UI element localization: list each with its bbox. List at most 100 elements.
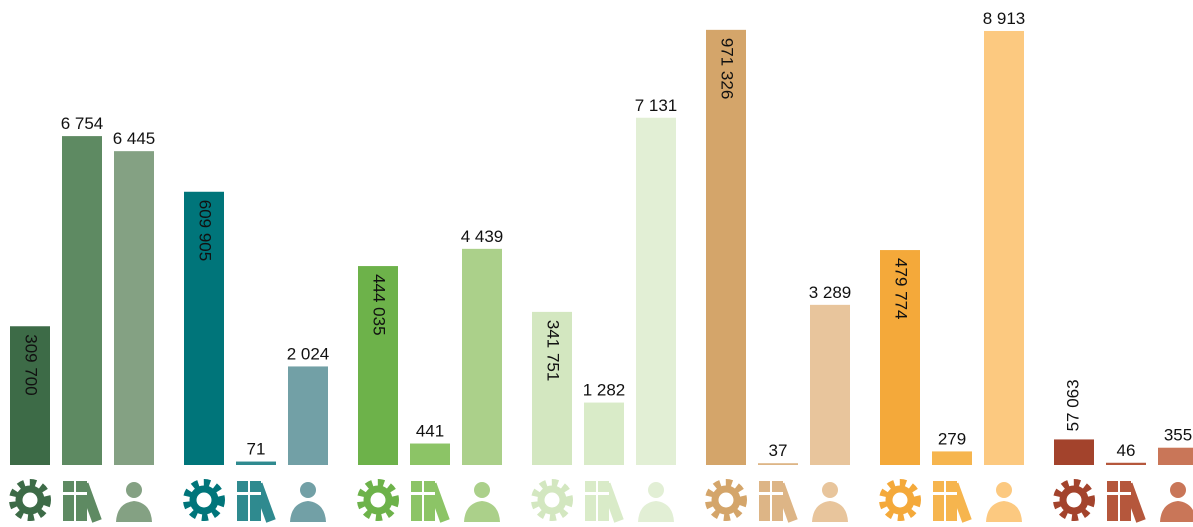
bar bbox=[10, 326, 50, 465]
gear-icon-teeth bbox=[531, 479, 573, 521]
value-label: 6 754 bbox=[61, 114, 104, 133]
gear-icon-teeth bbox=[1053, 479, 1095, 521]
book-icon bbox=[585, 481, 596, 521]
bar bbox=[114, 151, 154, 465]
icon bbox=[759, 481, 798, 523]
book-icon bbox=[1120, 481, 1131, 521]
icon bbox=[1107, 481, 1146, 523]
bar bbox=[358, 266, 398, 465]
icon bbox=[812, 482, 848, 522]
book-icon bbox=[76, 481, 87, 521]
book-icon bbox=[424, 481, 435, 521]
gear-icon-ring bbox=[15, 485, 45, 515]
value-label: 1 282 bbox=[583, 381, 626, 400]
person-body bbox=[290, 501, 326, 522]
gear-icon-teeth bbox=[705, 479, 747, 521]
icon bbox=[9, 479, 51, 521]
bar bbox=[1106, 462, 1146, 465]
book-band bbox=[237, 492, 261, 495]
gear-icon-ring bbox=[885, 485, 915, 515]
bar bbox=[810, 304, 850, 465]
person-head bbox=[996, 482, 1012, 498]
person-head bbox=[1170, 482, 1186, 498]
book-icon bbox=[772, 481, 783, 521]
book-icon bbox=[237, 481, 248, 521]
book-band bbox=[585, 492, 609, 495]
icon bbox=[183, 479, 225, 521]
bar bbox=[706, 29, 746, 466]
icon bbox=[1160, 482, 1193, 522]
value-label: 279 bbox=[938, 429, 966, 448]
bar bbox=[1054, 439, 1094, 465]
person-body bbox=[986, 501, 1022, 522]
icon bbox=[531, 479, 573, 521]
gear-icon-ring bbox=[189, 485, 219, 515]
icon bbox=[357, 479, 399, 521]
value-label: 46 bbox=[1117, 441, 1136, 460]
bar bbox=[184, 191, 224, 465]
bar bbox=[62, 136, 102, 465]
book-icon bbox=[933, 481, 944, 521]
icon bbox=[464, 482, 500, 522]
person-body bbox=[464, 501, 500, 522]
bar bbox=[636, 117, 676, 465]
bar bbox=[532, 311, 572, 465]
bar bbox=[236, 461, 276, 465]
value-label: 441 bbox=[416, 422, 444, 441]
value-label: 479 774 bbox=[892, 258, 911, 319]
bar bbox=[758, 463, 798, 465]
value-label: 4 439 bbox=[461, 227, 504, 246]
person-body bbox=[116, 501, 152, 522]
icon bbox=[290, 482, 326, 522]
book-band bbox=[759, 492, 783, 495]
value-label: 6 445 bbox=[113, 129, 156, 148]
icon bbox=[237, 481, 276, 523]
book-band bbox=[1107, 492, 1131, 495]
icon bbox=[705, 479, 747, 521]
gear-icon-ring bbox=[711, 485, 741, 515]
book-icon bbox=[63, 481, 74, 521]
gear-icon-teeth bbox=[9, 479, 51, 521]
icon bbox=[933, 481, 972, 523]
book-icon bbox=[411, 481, 422, 521]
person-head bbox=[126, 482, 142, 498]
person-head bbox=[648, 482, 664, 498]
icon bbox=[986, 482, 1022, 522]
icon bbox=[1053, 479, 1095, 521]
gear-icon-ring bbox=[1059, 485, 1089, 515]
value-label: 7 131 bbox=[635, 96, 678, 115]
bar bbox=[932, 451, 972, 465]
value-label: 71 bbox=[247, 440, 266, 459]
person-body bbox=[812, 501, 848, 522]
value-label: 355 bbox=[1164, 426, 1192, 445]
person-body bbox=[638, 501, 674, 522]
book-icon bbox=[250, 481, 261, 521]
icon bbox=[411, 481, 450, 523]
value-label: 2 024 bbox=[287, 344, 330, 363]
bar bbox=[1158, 447, 1193, 465]
gear-icon-teeth bbox=[879, 479, 921, 521]
value-label: 444 035 bbox=[370, 274, 389, 335]
person-head bbox=[300, 482, 316, 498]
bar bbox=[462, 248, 502, 465]
icon bbox=[879, 479, 921, 521]
icon bbox=[585, 481, 624, 523]
bar bbox=[984, 30, 1024, 466]
book-band bbox=[933, 492, 957, 495]
gear-icon-ring bbox=[537, 485, 567, 515]
icon bbox=[116, 482, 152, 522]
person-body bbox=[1160, 501, 1193, 522]
value-label: 37 bbox=[769, 441, 788, 460]
bar bbox=[880, 250, 920, 465]
book-icon bbox=[598, 481, 609, 521]
book-band bbox=[63, 492, 87, 495]
bar bbox=[410, 443, 450, 465]
value-label: 971 326 bbox=[718, 38, 737, 99]
person-head bbox=[474, 482, 490, 498]
value-label: 341 751 bbox=[544, 320, 563, 381]
bar bbox=[288, 366, 328, 465]
person-head bbox=[822, 482, 838, 498]
book-icon bbox=[946, 481, 957, 521]
